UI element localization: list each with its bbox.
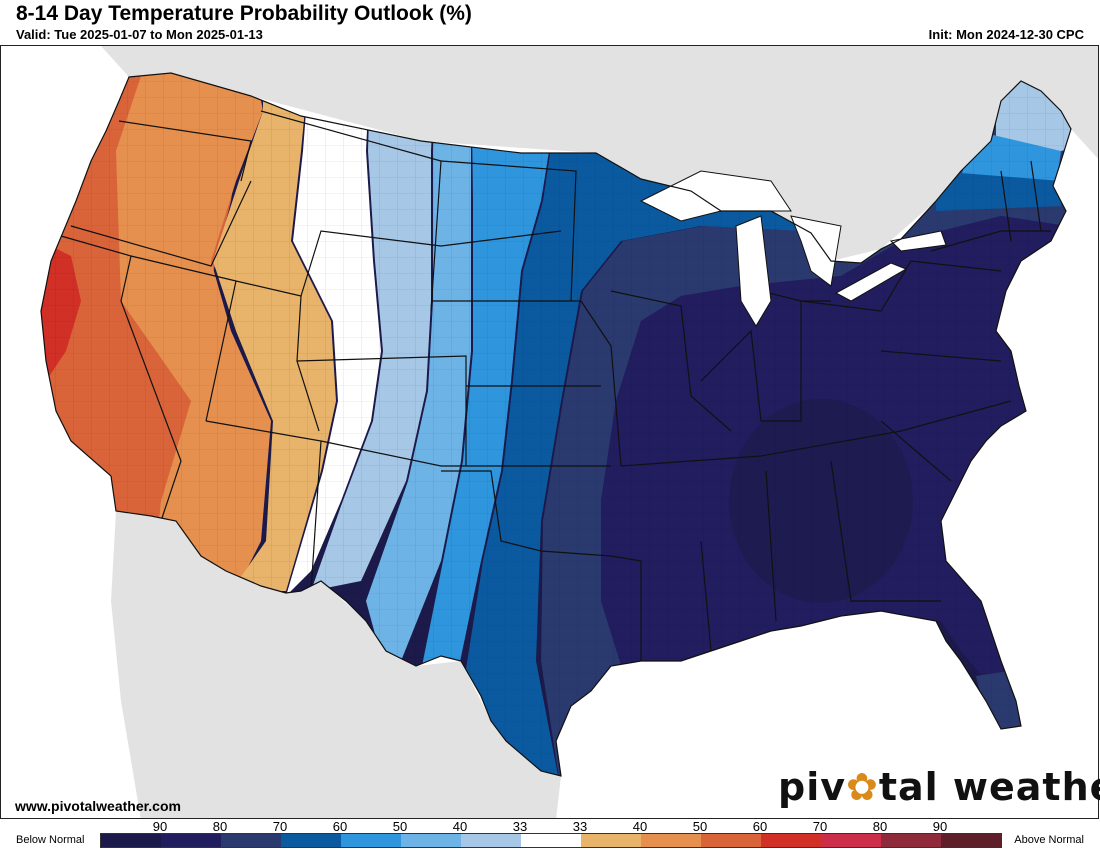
- legend-swatch: [341, 834, 401, 847]
- great-lakes: [639, 170, 947, 327]
- legend-swatch: [761, 834, 821, 847]
- state-boundaries: [60, 110, 1051, 661]
- legend-tick-label: 90: [152, 819, 168, 834]
- legend-tick-label: 70: [812, 819, 828, 834]
- brand-suffix: tal weather: [878, 765, 1100, 809]
- lake-ontario: [889, 230, 947, 252]
- valid-period: Valid: Tue 2025-01-07 to Mon 2025-01-13: [16, 27, 263, 42]
- legend-swatch: [521, 834, 581, 847]
- legend-swatch: [221, 834, 281, 847]
- lake-superior: [639, 170, 792, 222]
- lake-michigan: [735, 215, 772, 327]
- legend-above-label: Above Normal: [1014, 834, 1084, 846]
- legend-tick-label: 90: [932, 819, 948, 834]
- legend-tick-label: 33: [512, 819, 528, 834]
- legend-tick-label: 50: [392, 819, 408, 834]
- website-url[interactable]: www.pivotalweather.com: [15, 798, 181, 814]
- canada-land: [1, 46, 1098, 261]
- init-time: Init: Mon 2024-12-30 CPC: [928, 27, 1084, 42]
- legend-swatch: [881, 834, 941, 847]
- brand-prefix: piv: [778, 765, 846, 809]
- legend-swatch: [941, 834, 1001, 847]
- outlook-map[interactable]: [1, 46, 1099, 819]
- legend-swatch: [101, 834, 161, 847]
- color-legend: Below Normal 90 80 70 60 50 40 33 33 40 50 60 70 80 9…: [0, 819, 1100, 850]
- legend-below-label: Below Normal: [16, 834, 85, 846]
- legend-tick-label: 50: [692, 819, 708, 834]
- lake-huron: [790, 215, 842, 287]
- mexico-land: [111, 511, 561, 818]
- legend-tick-label: 60: [332, 819, 348, 834]
- pivotal-weather-logo: piv✿tal weather: [778, 765, 1100, 809]
- lake-erie: [834, 262, 908, 302]
- legend-tick-label: 70: [272, 819, 288, 834]
- legend-swatch: [461, 834, 521, 847]
- legend-tick-label: 33: [572, 819, 588, 834]
- legend-swatch: [641, 834, 701, 847]
- legend-tick-label: 80: [212, 819, 228, 834]
- gear-icon: ✿: [846, 765, 879, 809]
- legend-swatch: [581, 834, 641, 847]
- conus-outline: [40, 72, 1072, 777]
- legend-tick-label: 40: [452, 819, 468, 834]
- chart-title: 8-14 Day Temperature Probability Outlook…: [16, 2, 472, 25]
- legend-swatch: [281, 834, 341, 847]
- legend-tick-label: 80: [872, 819, 888, 834]
- legend-swatch: [701, 834, 761, 847]
- legend-swatch: [161, 834, 221, 847]
- legend-tick-label: 60: [752, 819, 768, 834]
- map-frame[interactable]: [0, 45, 1099, 819]
- legend-tick-label: 40: [632, 819, 648, 834]
- legend-swatch: [821, 834, 881, 847]
- legend-swatch: [401, 834, 461, 847]
- legend-bar: [100, 833, 1002, 848]
